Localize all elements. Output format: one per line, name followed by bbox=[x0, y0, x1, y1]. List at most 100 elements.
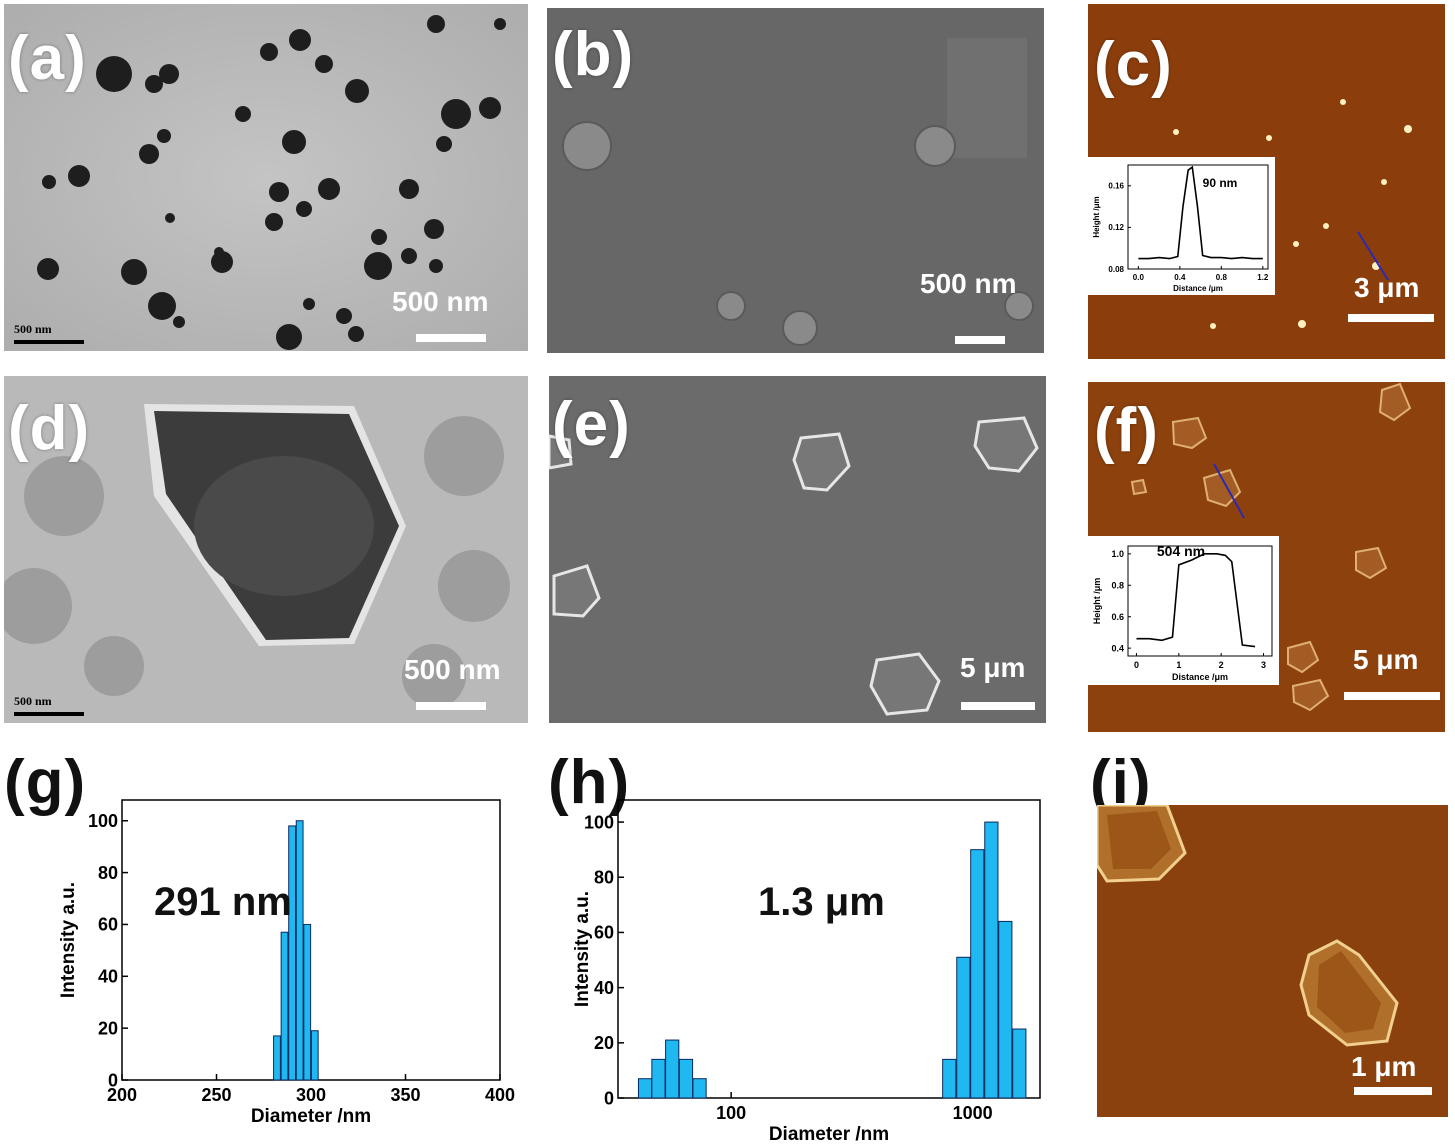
f-inset-y-tick-label: 0.8 bbox=[1111, 580, 1124, 590]
panel-d-tem-image: (d) 500 nm 500 nm bbox=[4, 376, 528, 723]
panel-c-scale-bar bbox=[1348, 314, 1434, 322]
panel-b-scale-label: 500 nm bbox=[920, 268, 1017, 299]
tem-hexagon-d bbox=[4, 376, 528, 723]
panel-f-letter: (f) bbox=[1094, 396, 1159, 465]
panel-h-letter: (h) bbox=[548, 748, 631, 817]
g-x-tick-label: 350 bbox=[390, 1085, 420, 1105]
h-plot-frame bbox=[617, 799, 1041, 1099]
g-bar-chart: 0 20 40 60 80 100 200 250 300 350 400 Diameter /nm I… bbox=[58, 799, 515, 1127]
f-inset-series-line bbox=[1136, 553, 1256, 648]
c-inset-annotation: 90 nm bbox=[1203, 176, 1238, 190]
panel-i-letter: (i) bbox=[1090, 748, 1152, 817]
panel-e-sem-image: (e) 5 μm bbox=[549, 376, 1046, 723]
c-inset-x-tick-label: 0.8 bbox=[1216, 273, 1228, 282]
panel-a-tem-image: (a) 500 nm 500 nm bbox=[4, 4, 528, 351]
g-bar bbox=[303, 923, 312, 1081]
g-x-tick-label: 300 bbox=[296, 1085, 326, 1105]
c-inset-y-tick-label: 0.16 bbox=[1108, 182, 1124, 191]
f-inset-annotation: 504 nm bbox=[1157, 543, 1205, 559]
c-inset-y-tick-label: 0.12 bbox=[1108, 223, 1124, 232]
panel-e-scale-bar bbox=[961, 702, 1035, 710]
h-bar bbox=[637, 1078, 653, 1099]
h-x-tick-label: 1000 bbox=[953, 1103, 993, 1123]
h-y-tick-label: 100 bbox=[584, 812, 614, 832]
panel-d-letter: (d) bbox=[8, 394, 91, 463]
sem-particles-b bbox=[547, 8, 1044, 353]
h-bar bbox=[942, 1058, 957, 1099]
h-bar bbox=[956, 956, 971, 1099]
g-bar bbox=[273, 1035, 281, 1081]
panel-d-scale-label: 500 nm bbox=[404, 654, 501, 685]
panel-g-annotation: 291 nm bbox=[154, 880, 292, 924]
panel-d-scale-bar bbox=[416, 702, 486, 710]
g-bar bbox=[280, 931, 289, 1081]
g-y-tick-label: 20 bbox=[98, 1018, 118, 1038]
panel-f-scale-label: 5 μm bbox=[1353, 644, 1419, 675]
panel-a-scale-bar bbox=[416, 334, 486, 342]
panel-i-scale-label: 1 μm bbox=[1351, 1051, 1417, 1082]
f-inset-y-tick-label: 0.6 bbox=[1111, 612, 1124, 622]
f-inset-y-tick-label: 0.4 bbox=[1111, 643, 1124, 653]
h-bar bbox=[998, 920, 1013, 1099]
g-y-tick-label: 40 bbox=[98, 967, 118, 987]
panel-f-scale-bar bbox=[1344, 692, 1440, 700]
h-bar bbox=[678, 1058, 694, 1099]
c-inset-series-line bbox=[1138, 165, 1263, 260]
h-bar bbox=[692, 1078, 707, 1099]
h-y-tick-label: 60 bbox=[594, 923, 614, 943]
panel-c-letter: (c) bbox=[1094, 30, 1173, 99]
c-inset-line-chart: 0.08 0.12 0.16 0.0 0.4 0.8 1.2 Distance /μm Heig… bbox=[1092, 164, 1269, 293]
panel-f-inset-profile: 0.4 0.6 0.8 1.0 0 1 2 3 Distance /μm Height /μm 50… bbox=[1088, 536, 1279, 685]
c-inset-x-tick-label: 0.4 bbox=[1174, 273, 1186, 282]
g-x-tick-label: 200 bbox=[107, 1085, 137, 1105]
f-inset-x-tick-label: 3 bbox=[1261, 660, 1266, 670]
c-inset-x-axis-label: Distance /μm bbox=[1173, 284, 1223, 293]
h-bar bbox=[1012, 1028, 1027, 1099]
afm-hexagon-i bbox=[1097, 805, 1448, 1117]
panel-a-tiny-scale-bar bbox=[14, 340, 84, 344]
tem-particles-a bbox=[4, 4, 528, 351]
g-y-tick-label: 80 bbox=[98, 863, 118, 883]
c-inset-x-tick-label: 1.2 bbox=[1257, 273, 1269, 282]
f-inset-x-tick-label: 2 bbox=[1219, 660, 1224, 670]
h-bar bbox=[984, 821, 999, 1099]
g-bar bbox=[288, 825, 297, 1081]
g-x-tick-label: 400 bbox=[485, 1085, 515, 1105]
panel-g-letter: (g) bbox=[4, 748, 87, 817]
f-inset-plot-frame bbox=[1127, 545, 1273, 657]
f-inset-line-chart: 0.4 0.6 0.8 1.0 0 1 2 3 Distance /μm Height /μm 50… bbox=[1092, 543, 1273, 682]
g-y-tick-label: 100 bbox=[88, 811, 118, 831]
f-inset-x-tick-label: 1 bbox=[1176, 660, 1181, 670]
h-x-tick-label: 100 bbox=[716, 1103, 746, 1123]
h-y-axis-label: Intensity a.u. bbox=[572, 891, 593, 1007]
panel-a-letter: (a) bbox=[8, 24, 87, 93]
f-inset-x-tick-label: 0 bbox=[1134, 660, 1139, 670]
panel-c-inset-profile: 0.08 0.12 0.16 0.0 0.4 0.8 1.2 Distance /μm Heig… bbox=[1088, 157, 1275, 295]
h-y-tick-label: 20 bbox=[594, 1033, 614, 1053]
g-y-tick-label: 0 bbox=[108, 1070, 118, 1090]
h-x-axis-label: Diameter /nm bbox=[769, 1124, 889, 1145]
h-bar-chart: 0 20 40 60 80 100 100 1000 Diameter /nm Intensity… bbox=[572, 799, 1041, 1145]
panel-a-scale-label: 500 nm bbox=[392, 286, 489, 317]
g-bar bbox=[310, 1030, 319, 1081]
panel-e-scale-label: 5 μm bbox=[960, 652, 1026, 683]
panel-b-sem-image: (b) 500 nm bbox=[547, 8, 1044, 353]
panel-c-afm-image: (c) 0.08 0.12 0.16 0.0 0.4 0.8 1.2 Distance /μm… bbox=[1088, 4, 1445, 359]
h-y-tick-label: 80 bbox=[594, 868, 614, 888]
f-inset-y-tick-label: 1.0 bbox=[1111, 549, 1124, 559]
panel-c-scale-label: 3 μm bbox=[1354, 272, 1420, 303]
g-x-axis-label: Diameter /nm bbox=[251, 1106, 371, 1127]
panel-b-letter: (b) bbox=[552, 20, 635, 89]
panel-d-tiny-scale-label: 500 nm bbox=[14, 694, 52, 708]
panel-b-scale-bar bbox=[955, 336, 1005, 344]
panel-i-scale-bar bbox=[1354, 1087, 1432, 1095]
g-x-tick-label: 250 bbox=[201, 1085, 231, 1105]
panel-a-tiny-scale-label: 500 nm bbox=[14, 322, 52, 336]
c-inset-x-tick-label: 0.0 bbox=[1133, 273, 1145, 282]
g-y-tick-label: 60 bbox=[98, 915, 118, 935]
panel-e-letter: (e) bbox=[552, 390, 631, 459]
h-y-tick-label: 40 bbox=[594, 978, 614, 998]
c-inset-plot-frame bbox=[1127, 164, 1269, 270]
f-inset-x-axis-label: Distance /μm bbox=[1172, 672, 1228, 682]
h-bar bbox=[970, 849, 985, 1099]
